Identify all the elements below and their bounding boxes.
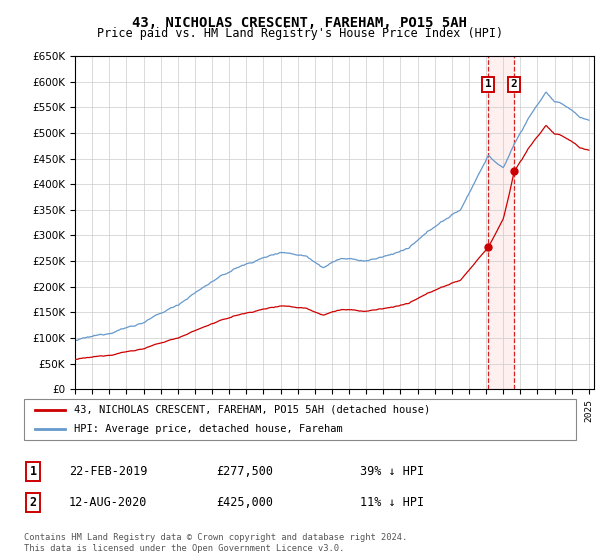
Text: £425,000: £425,000 <box>216 496 273 509</box>
Text: £277,500: £277,500 <box>216 465 273 478</box>
Text: Price paid vs. HM Land Registry's House Price Index (HPI): Price paid vs. HM Land Registry's House … <box>97 27 503 40</box>
Bar <box>488 56 514 389</box>
Text: 39% ↓ HPI: 39% ↓ HPI <box>360 465 424 478</box>
Text: 1: 1 <box>29 465 37 478</box>
Text: 2: 2 <box>511 80 517 90</box>
Text: HPI: Average price, detached house, Fareham: HPI: Average price, detached house, Fare… <box>74 423 343 433</box>
FancyBboxPatch shape <box>24 399 576 440</box>
Text: 1: 1 <box>485 80 491 90</box>
Text: 11% ↓ HPI: 11% ↓ HPI <box>360 496 424 509</box>
Text: 22-FEB-2019: 22-FEB-2019 <box>69 465 148 478</box>
Text: 12-AUG-2020: 12-AUG-2020 <box>69 496 148 509</box>
Text: Contains HM Land Registry data © Crown copyright and database right 2024.
This d: Contains HM Land Registry data © Crown c… <box>24 533 407 553</box>
Text: 43, NICHOLAS CRESCENT, FAREHAM, PO15 5AH: 43, NICHOLAS CRESCENT, FAREHAM, PO15 5AH <box>133 16 467 30</box>
Text: 43, NICHOLAS CRESCENT, FAREHAM, PO15 5AH (detached house): 43, NICHOLAS CRESCENT, FAREHAM, PO15 5AH… <box>74 405 430 415</box>
Text: 2: 2 <box>29 496 37 509</box>
